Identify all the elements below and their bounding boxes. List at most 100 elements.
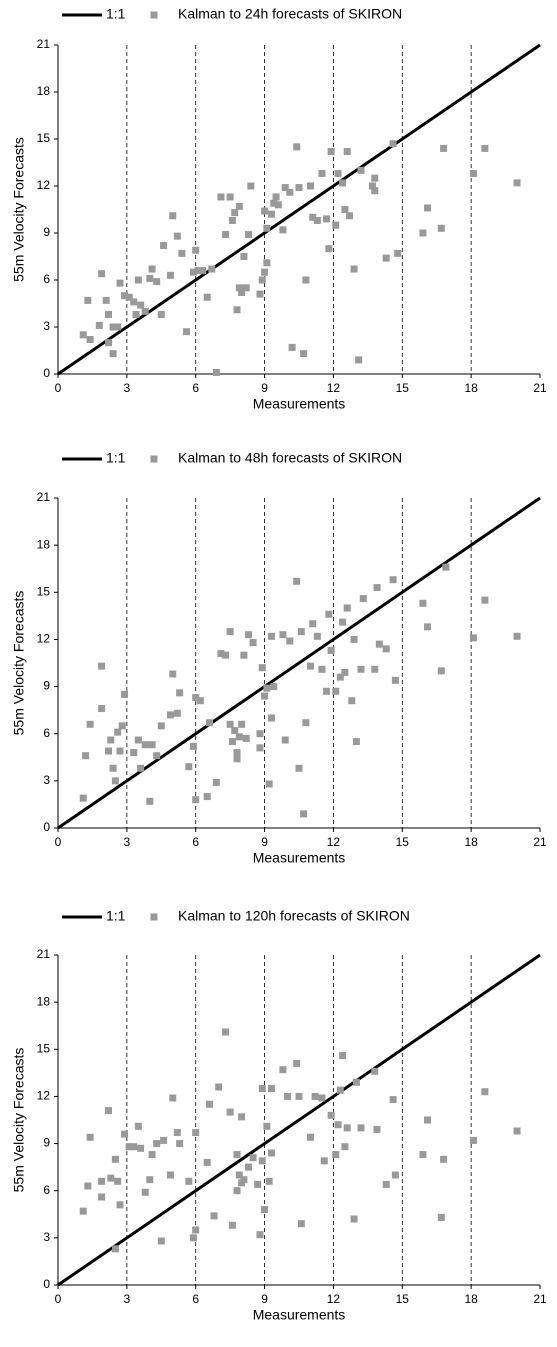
point — [267, 210, 275, 218]
point — [339, 618, 347, 626]
point — [424, 623, 432, 631]
x-tick-label: 0 — [55, 1292, 62, 1306]
x-tick-label: 0 — [55, 835, 62, 849]
x-tick-label: 21 — [533, 1292, 547, 1306]
point — [141, 1188, 149, 1196]
point — [238, 289, 246, 297]
legend-marker — [150, 913, 158, 921]
point — [288, 343, 296, 351]
point — [300, 810, 308, 818]
point — [84, 296, 92, 304]
point — [339, 1052, 347, 1060]
point — [279, 631, 287, 639]
x-axis-label: Measurements — [253, 1307, 346, 1323]
point — [270, 199, 278, 207]
y-tick-label: 3 — [43, 1230, 50, 1244]
point — [323, 687, 331, 695]
point — [235, 284, 243, 292]
point — [226, 193, 234, 201]
point — [228, 1221, 236, 1229]
point — [357, 1124, 365, 1132]
point — [355, 356, 363, 364]
point — [245, 1163, 253, 1171]
point — [261, 207, 269, 215]
point — [222, 231, 230, 239]
y-tick-label: 6 — [43, 726, 50, 740]
point — [325, 610, 333, 618]
point — [371, 174, 379, 182]
point — [424, 204, 432, 212]
point — [341, 668, 349, 676]
y-tick-label: 15 — [37, 1041, 51, 1055]
point — [189, 742, 197, 750]
point — [318, 1094, 326, 1102]
point — [134, 736, 142, 744]
point — [258, 1157, 266, 1165]
point — [240, 1176, 248, 1184]
point — [256, 1231, 264, 1239]
point — [306, 1133, 314, 1141]
point — [114, 1177, 122, 1185]
point — [265, 1177, 273, 1185]
point — [341, 206, 349, 213]
point — [116, 1201, 124, 1209]
legend-label: Kalman to 24h forecasts of SKIRON — [178, 6, 402, 22]
point — [116, 279, 124, 287]
point — [203, 293, 211, 301]
y-axis-label: 55m Velocity Forecasts — [11, 1048, 27, 1193]
legend-label: 1:1 — [106, 908, 126, 924]
point — [146, 797, 154, 805]
point — [309, 620, 317, 628]
point — [350, 1215, 358, 1223]
point — [107, 736, 115, 744]
point — [258, 276, 266, 284]
point — [173, 232, 181, 240]
point — [394, 249, 402, 257]
point — [327, 646, 335, 654]
point — [192, 246, 200, 254]
point — [192, 1226, 200, 1234]
y-tick-label: 6 — [43, 272, 50, 286]
point — [231, 209, 239, 217]
point — [160, 242, 168, 250]
point — [368, 182, 376, 190]
point — [345, 212, 353, 220]
x-tick-label: 9 — [261, 835, 268, 849]
point — [334, 169, 342, 177]
point — [350, 265, 358, 273]
point — [481, 596, 489, 604]
point — [359, 595, 367, 603]
point — [166, 271, 174, 279]
point — [437, 1213, 445, 1221]
point — [109, 764, 117, 772]
point — [382, 645, 390, 653]
point — [79, 1207, 87, 1215]
point — [339, 179, 347, 187]
point — [300, 350, 308, 358]
legend-marker — [150, 11, 158, 19]
x-tick-label: 21 — [533, 381, 547, 395]
x-tick-label: 15 — [396, 1292, 410, 1306]
point — [130, 749, 138, 757]
y-tick-label: 9 — [43, 225, 50, 239]
point — [240, 253, 248, 260]
point — [111, 1155, 119, 1163]
point — [98, 705, 106, 713]
point — [256, 290, 264, 298]
x-tick-label: 12 — [327, 835, 341, 849]
point — [212, 778, 220, 786]
point — [185, 1177, 193, 1185]
x-tick-label: 3 — [124, 381, 131, 395]
point — [104, 1107, 112, 1115]
x-tick-label: 12 — [327, 1292, 341, 1306]
point — [178, 249, 186, 257]
point — [272, 193, 280, 201]
point — [125, 293, 133, 301]
point — [217, 650, 225, 658]
point — [270, 683, 278, 691]
point — [513, 632, 521, 640]
point — [192, 1129, 200, 1137]
point — [104, 310, 112, 318]
x-tick-label: 9 — [261, 1292, 268, 1306]
identity-line — [57, 43, 541, 376]
